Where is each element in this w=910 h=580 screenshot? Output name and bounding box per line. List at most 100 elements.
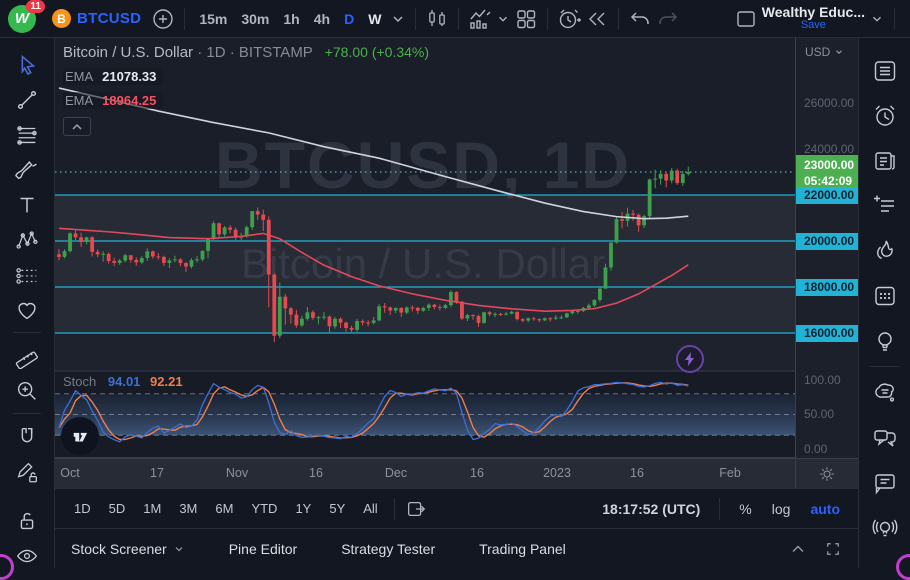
emoji-tool-button[interactable] [8, 292, 46, 327]
market-status-icon[interactable] [676, 345, 704, 373]
symbol-button[interactable]: B BTCUSD [52, 9, 141, 28]
stoch-label: Stoch [63, 374, 97, 389]
measure-tool-button[interactable] [8, 338, 46, 373]
message-bubble-icon [874, 473, 895, 495]
stoch-legend[interactable]: Stoch 94.01 92.21 [63, 374, 183, 389]
tab-trading-panel[interactable]: Trading Panel [479, 540, 566, 557]
timeframe-1h[interactable]: 1h [283, 10, 300, 27]
bar-replay-button[interactable] [583, 5, 611, 33]
interval-label[interactable]: 1D [206, 44, 226, 61]
drawing-mode-button[interactable] [8, 454, 46, 489]
clock-label[interactable]: 18:17:52 (UTC) [602, 500, 701, 517]
zoom-in-tool-button[interactable] [8, 373, 46, 408]
fib-retracement-tool-button[interactable] [8, 117, 46, 152]
panel-expand-chevron-icon[interactable] [788, 539, 808, 559]
app-logo[interactable]: W 11 [8, 0, 45, 33]
fullscreen-icon[interactable] [824, 540, 842, 558]
stoch-d-value: 92.21 [150, 374, 183, 389]
cursor-icon [21, 54, 36, 75]
text-tool-button[interactable] [8, 187, 46, 222]
public-chats-button[interactable] [865, 415, 905, 460]
hotlists-button[interactable] [865, 228, 905, 273]
timeframe-30m[interactable]: 30m [241, 10, 270, 27]
magnet-mode-button[interactable] [8, 419, 46, 454]
price-chart-svg[interactable]: BTCUSD, 1D Bitcoin / U.S. Dollar [55, 38, 795, 458]
timeframe-15m[interactable]: 15m [199, 10, 228, 27]
ema-indicator-row[interactable]: EMA 21078.33 [63, 68, 164, 85]
log-scale-button[interactable]: log [771, 500, 791, 517]
price-scale[interactable]: USD 26000.00 24000.00 23000.00 05:42:09 2200… [795, 38, 858, 458]
go-to-date-button[interactable] [402, 495, 430, 523]
legend-collapse-button[interactable] [63, 117, 91, 136]
thought-bubble-icon [874, 382, 894, 402]
trend-line-tool-button[interactable] [8, 82, 46, 117]
time-axis[interactable]: Oct 17 Nov 16 Dec 16 2023 16 Feb [55, 458, 858, 488]
layout-name-button[interactable]: Wealthy Educ... Save [762, 5, 865, 32]
range-5d[interactable]: 5D [108, 501, 126, 516]
alarm-plus-icon [560, 9, 582, 28]
range-1m[interactable]: 1M [143, 501, 162, 516]
ema-indicator-row[interactable]: EMA 18964.25 [63, 92, 164, 109]
chart-settings-button[interactable] [795, 459, 858, 488]
layout-manager-button[interactable] [732, 5, 760, 33]
pattern-tool-button[interactable] [8, 222, 46, 257]
toolbar-divider [13, 413, 41, 414]
range-1d[interactable]: 1D [74, 501, 91, 516]
text-notes-button[interactable] [865, 183, 905, 228]
streams-button[interactable] [865, 505, 905, 550]
minds-button[interactable] [865, 370, 905, 415]
timeframe-4h[interactable]: 4h [313, 10, 331, 27]
notification-badge[interactable]: 11 [26, 0, 45, 13]
brush-tool-button[interactable] [8, 152, 46, 187]
tab-stock-screener[interactable]: Stock Screener [71, 541, 185, 557]
forecast-icon [16, 267, 37, 284]
time-axis-label: Oct [60, 466, 80, 480]
layout-box-icon [737, 10, 755, 27]
chevron-down-icon [175, 546, 183, 551]
range-1y[interactable]: 1Y [295, 501, 312, 516]
ideas-button[interactable] [865, 318, 905, 363]
timeframe-1w[interactable]: W [368, 10, 382, 27]
text-icon [20, 197, 34, 212]
range-ytd[interactable]: YTD [251, 501, 278, 516]
percent-scale-button[interactable]: % [739, 500, 752, 517]
time-axis-label: 17 [150, 466, 164, 480]
range-all[interactable]: All [363, 501, 378, 516]
undo-button[interactable] [626, 5, 654, 33]
layout-menu-button[interactable] [867, 5, 887, 33]
indicators-menu-button[interactable] [494, 5, 512, 33]
prediction-tool-button[interactable] [8, 257, 46, 292]
replay-rewind-icon [589, 12, 605, 25]
layout-grid-button[interactable] [512, 5, 540, 33]
price-scale-currency[interactable]: USD [805, 45, 844, 59]
top-toolbar: W 11 B BTCUSD 15m 30m 1h 4h D W [0, 0, 910, 38]
compare-add-button[interactable] [149, 5, 177, 33]
flame-icon [876, 240, 893, 259]
redo-button[interactable] [654, 5, 682, 33]
auto-scale-button[interactable]: auto [810, 500, 840, 517]
tab-pine-editor[interactable]: Pine Editor [228, 540, 298, 557]
hide-drawings-button[interactable] [8, 538, 46, 573]
alerts-button[interactable] [865, 93, 905, 138]
symbol-title-row[interactable]: Bitcoin / U.S. Dollar · 1D · BITSTAMP +7… [63, 44, 430, 61]
watchlist-button[interactable] [865, 48, 905, 93]
range-5y[interactable]: 5Y [329, 501, 346, 516]
tab-strategy-tester[interactable]: Strategy Tester [341, 540, 436, 557]
range-3m[interactable]: 3M [179, 501, 198, 516]
calendar-button[interactable] [865, 273, 905, 318]
save-layout-link[interactable]: Save [800, 18, 826, 31]
create-alert-button[interactable] [555, 5, 583, 33]
tradingview-logo[interactable] [61, 417, 99, 455]
chart-canvas[interactable]: BTCUSD, 1D Bitcoin / U.S. Dollar Bitcoin … [55, 38, 795, 458]
lock-drawings-button[interactable] [8, 503, 46, 538]
bitcoin-icon: B [52, 9, 71, 28]
timeframe-menu-button[interactable] [388, 5, 408, 33]
svg-text:Bitcoin / U.S. Dollar: Bitcoin / U.S. Dollar [241, 240, 605, 287]
news-button[interactable] [865, 138, 905, 183]
chart-style-button[interactable] [423, 5, 451, 33]
cursor-tool-button[interactable] [8, 47, 46, 82]
timeframe-1d[interactable]: D [344, 10, 355, 27]
indicators-button[interactable] [466, 5, 494, 33]
range-6m[interactable]: 6M [215, 501, 234, 516]
private-messages-button[interactable] [865, 460, 905, 505]
